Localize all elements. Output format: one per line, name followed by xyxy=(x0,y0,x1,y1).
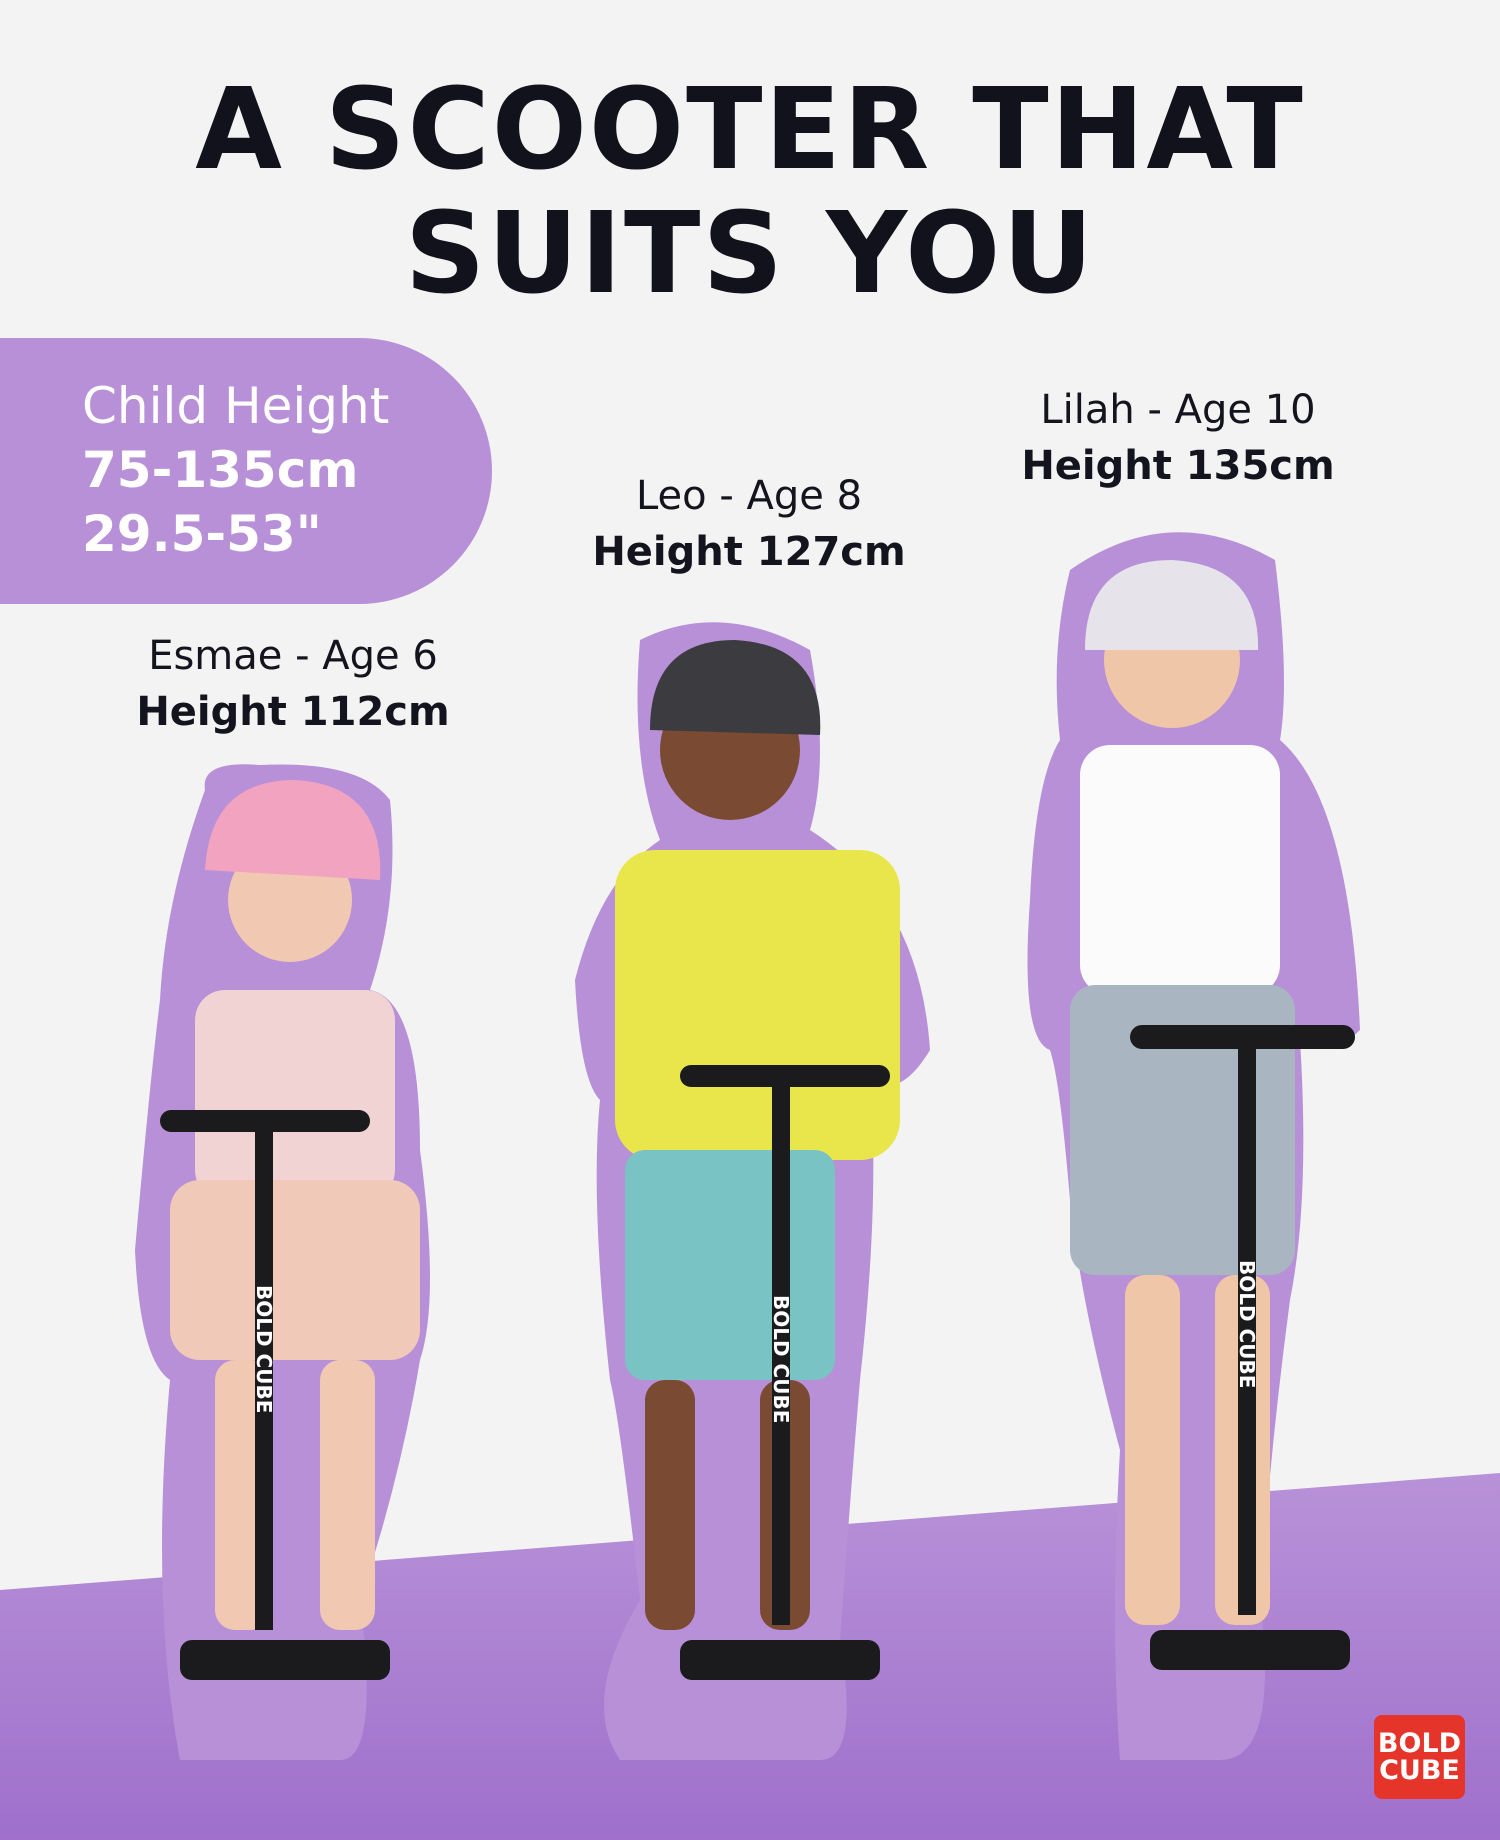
height-inches: 29.5-53" xyxy=(82,505,322,563)
height-range-badge: Child Height 75-135cm 29.5-53" xyxy=(0,338,492,604)
child-label-lilah: Lilah - Age 10 Height 135cm xyxy=(1021,382,1334,494)
child-height: Height 112cm xyxy=(136,689,450,735)
headline-line-1: A SCOOTER THAT xyxy=(195,65,1305,195)
child-name-age: Esmae - Age 6 xyxy=(148,633,438,679)
height-label: Child Height xyxy=(82,377,390,435)
child-lilah-figure xyxy=(1027,532,1360,1761)
svg-text:BOLD CUBE: BOLD CUBE xyxy=(1235,1260,1259,1388)
bold-cube-logo: BOLD CUBE xyxy=(1374,1715,1465,1799)
child-name-age: Leo - Age 8 xyxy=(635,473,863,519)
child-esmae-figure xyxy=(135,764,430,1760)
headline: A SCOOTER THAT SUITS YOU xyxy=(0,68,1500,316)
svg-text:BOLD CUBE: BOLD CUBE xyxy=(252,1285,276,1413)
child-height: Height 135cm xyxy=(1021,443,1335,489)
child-label-leo: Leo - Age 8 Height 127cm xyxy=(592,468,905,580)
scooters xyxy=(160,1025,1355,1680)
child-name-age: Lilah - Age 10 xyxy=(1040,387,1316,433)
height-cm: 75-135cm xyxy=(82,441,359,499)
scooter-brand-text: BOLD CUBE BOLD CUBE BOLD CUBE xyxy=(252,1260,1259,1423)
child-height: Height 127cm xyxy=(592,529,906,575)
child-leo-figure xyxy=(575,622,930,1761)
headline-line-2: SUITS YOU xyxy=(404,189,1096,319)
child-label-esmae: Esmae - Age 6 Height 112cm xyxy=(136,628,449,740)
svg-text:BOLD CUBE: BOLD CUBE xyxy=(769,1295,793,1423)
